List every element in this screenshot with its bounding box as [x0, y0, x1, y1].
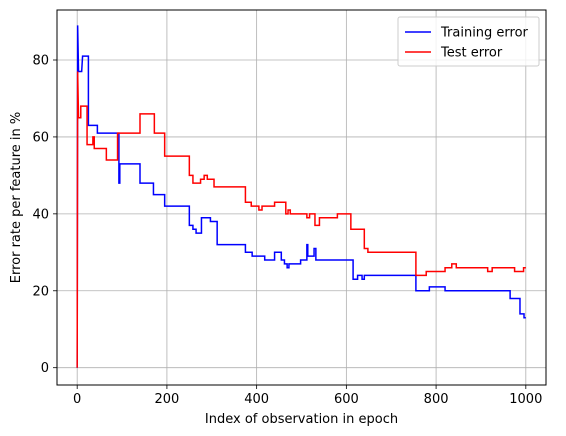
y-tick-label: 20	[32, 284, 49, 299]
x-tick-label: 0	[73, 392, 81, 407]
y-tick-label: 80	[32, 54, 49, 69]
x-tick-label: 600	[334, 392, 359, 407]
x-tick-label: 200	[154, 392, 179, 407]
legend-label-test-error: Test error	[440, 46, 503, 61]
x-tick-label: 800	[424, 392, 449, 407]
y-tick-label: 60	[32, 130, 49, 145]
y-tick-label: 0	[41, 361, 49, 376]
legend: Training error Test error	[398, 17, 539, 66]
x-axis-label: Index of observation in epoch	[205, 412, 398, 427]
legend-label-training-error: Training error	[440, 26, 529, 41]
x-tick-label: 400	[244, 392, 269, 407]
x-tick-label: 1000	[509, 392, 542, 407]
y-axis-label: Error rate per feature in %	[9, 112, 24, 284]
y-tick-label: 40	[32, 207, 49, 222]
